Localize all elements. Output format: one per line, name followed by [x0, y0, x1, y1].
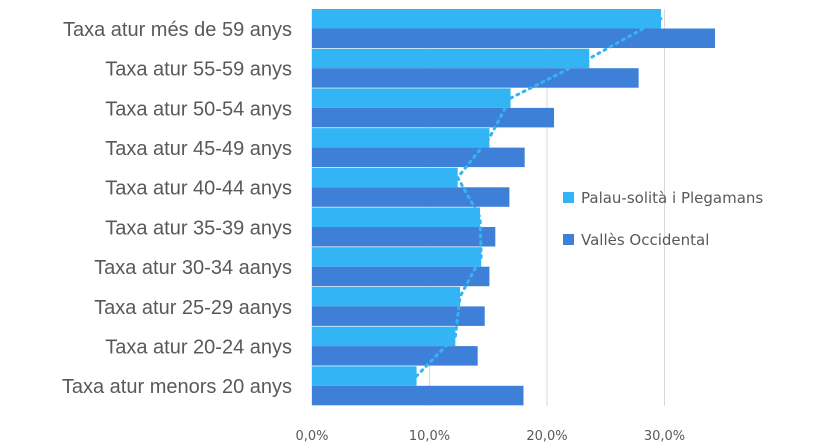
x-tick-label: 30,0%: [644, 429, 685, 444]
category-labels: Taxa atur més de 59 anys Taxa atur 55-59 …: [62, 19, 292, 398]
bar-valles: [312, 306, 485, 326]
x-tick-label: 10,0%: [409, 429, 450, 444]
bar-palau: [312, 128, 490, 148]
bar-palau: [312, 167, 458, 188]
legend-label: Palau-solità i Plegamans: [581, 189, 763, 207]
bar-valles: [312, 227, 496, 247]
category-label: Taxa atur 20-24 anys: [105, 336, 292, 358]
x-axis-ticks: 0,0% 10,0% 20,0% 30,0%: [295, 429, 685, 444]
bar-palau: [312, 207, 481, 227]
bar-valles: [312, 28, 716, 48]
legend: Palau-solità i Plegamans Vallès Occidenta…: [563, 189, 763, 249]
bar-palau: [312, 286, 461, 307]
legend-swatch: [563, 192, 574, 203]
bar-valles: [312, 187, 510, 207]
bar-valles: [312, 346, 478, 366]
bar-palau: [312, 9, 661, 29]
bar-valles: [312, 107, 555, 128]
bar-palau: [312, 247, 482, 267]
category-label: Taxa atur 50-54 anys: [105, 98, 292, 120]
bar-palau: [312, 366, 417, 386]
legend-swatch: [563, 234, 574, 245]
bar-palau: [312, 48, 590, 69]
bar-palau: [312, 326, 456, 347]
x-tick-label: 0,0%: [295, 429, 328, 444]
category-label: Taxa atur 25-29 aanys: [94, 297, 292, 319]
trendline: [415, 17, 663, 378]
category-label: Taxa atur 30-34 aanys: [94, 257, 292, 279]
bar-valles: [312, 147, 525, 168]
bar-palau: [312, 88, 511, 108]
legend-label: Vallès Occidental: [581, 231, 709, 249]
category-label: Taxa atur 40-44 anys: [105, 178, 292, 200]
category-label: Taxa atur menors 20 anys: [62, 376, 292, 398]
category-label: Taxa atur més de 59 anys: [63, 19, 292, 41]
bar-valles: [312, 266, 490, 287]
bars: [312, 9, 716, 406]
bar-valles: [312, 385, 524, 406]
x-tick-label: 20,0%: [526, 429, 567, 444]
category-label: Taxa atur 35-39 anys: [105, 217, 292, 239]
category-label: Taxa atur 45-49 anys: [105, 138, 292, 160]
bar-valles: [312, 68, 639, 88]
category-label: Taxa atur 55-59 anys: [105, 59, 292, 81]
trendline-path: [415, 17, 663, 378]
